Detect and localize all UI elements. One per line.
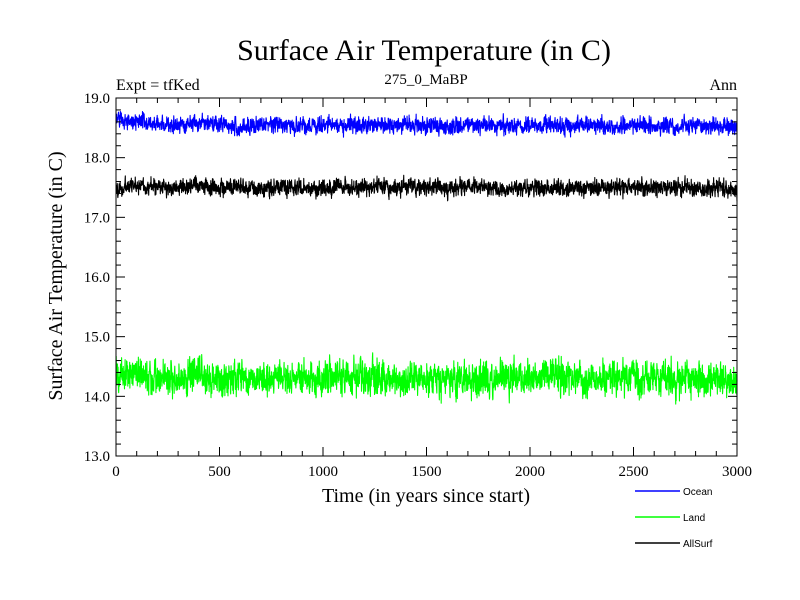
legend-label-land: Land: [683, 513, 705, 524]
y-tick-label: 18.0: [84, 151, 110, 167]
x-axis-label: Time (in years since start): [322, 485, 530, 507]
legend-label-allsurf: AllSurf: [683, 539, 713, 550]
y-tick-label: 14.0: [84, 389, 110, 405]
y-tick-label: 19.0: [84, 91, 110, 107]
y-axis-label: Surface Air Temperature (in C): [45, 151, 67, 400]
series-line-ocean: [115, 110, 738, 138]
period-label: Ann: [709, 77, 737, 94]
chart-title: Surface Air Temperature (in C): [237, 34, 611, 67]
series-layer: [115, 110, 738, 405]
x-tick-label: 2000: [515, 464, 545, 480]
series-line-land: [115, 352, 738, 405]
series-line-allsurf: [115, 174, 738, 202]
x-tick-label: 1000: [308, 464, 338, 480]
y-tick-label: 16.0: [84, 270, 110, 286]
y-tick-label: 17.0: [84, 210, 110, 226]
experiment-label: Expt = tfKed: [116, 77, 200, 94]
chart-subtitle: 275_0_MaBP: [384, 72, 467, 88]
legend: Ocean Land AllSurf: [635, 487, 713, 550]
x-tick-label: 1500: [412, 464, 442, 480]
x-tick-label: 3000: [722, 464, 752, 480]
x-tick-label: 500: [208, 464, 231, 480]
plot-frame: [115, 97, 738, 457]
y-tick-label: 13.0: [84, 449, 110, 465]
x-tick-label: 2500: [619, 464, 649, 480]
legend-label-ocean: Ocean: [683, 487, 712, 498]
x-tick-label: 0: [112, 464, 120, 480]
y-tick-label: 15.0: [84, 330, 110, 346]
axis-layer: 0 500 1000 1500 2000 2500 3000 13.0 14.0 15.0 16.0…: [84, 91, 752, 480]
